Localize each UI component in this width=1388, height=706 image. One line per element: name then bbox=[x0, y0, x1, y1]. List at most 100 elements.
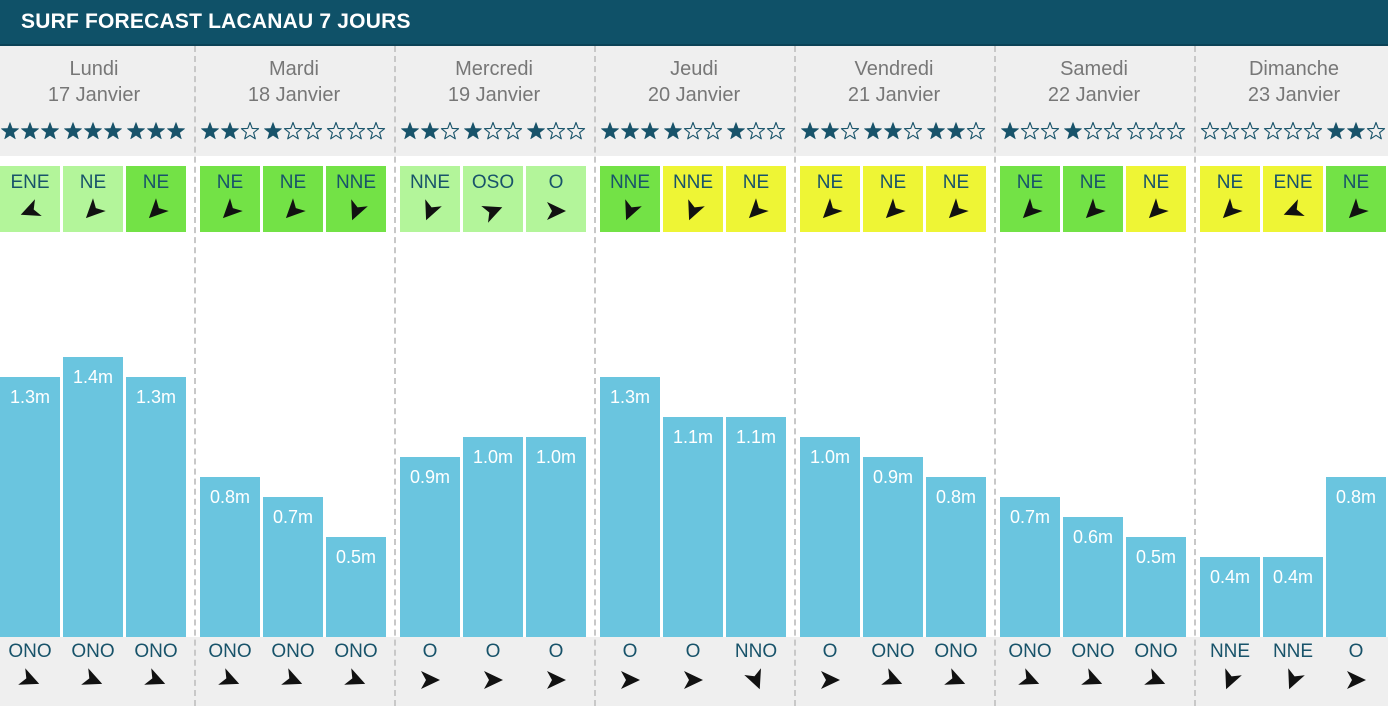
star-empty-icon bbox=[1366, 121, 1386, 140]
rating-stars bbox=[926, 121, 986, 141]
star-empty-icon bbox=[283, 121, 303, 140]
wave-height-label: 0.7m bbox=[1009, 507, 1051, 527]
star-empty-icon bbox=[1220, 121, 1240, 140]
wind-box: NNE bbox=[400, 166, 460, 232]
star-filled-icon bbox=[801, 122, 819, 140]
wave-height-label: 0.8m bbox=[209, 487, 251, 507]
wind-direction-label: NE bbox=[1216, 172, 1244, 193]
star-empty-icon bbox=[326, 121, 346, 140]
swell-arrow-icon bbox=[1144, 668, 1166, 685]
star-filled-icon bbox=[1347, 122, 1365, 140]
star-filled-icon bbox=[884, 122, 902, 140]
rating-stars-graphic bbox=[1200, 121, 1260, 140]
day-date: 18 Janvier bbox=[247, 84, 341, 106]
day-name: Mardi bbox=[268, 58, 319, 80]
swell-direction-label: ONO bbox=[1134, 641, 1178, 662]
swell-direction-label: ONO bbox=[1008, 641, 1052, 662]
wave-height-label: 1.3m bbox=[9, 387, 51, 407]
star-empty-icon bbox=[366, 121, 386, 140]
wave-height-bar: 1.0m bbox=[800, 437, 860, 637]
wind-direction-label: NNE bbox=[409, 172, 451, 193]
wave-height-label: 1.3m bbox=[609, 387, 651, 407]
rating-stars-graphic bbox=[201, 121, 260, 140]
swell-arrow bbox=[1017, 667, 1043, 693]
star-empty-icon bbox=[440, 121, 460, 140]
wave-height-bar: 1.4m bbox=[63, 357, 123, 637]
swell-arrow-icon bbox=[144, 668, 166, 685]
wind-arrow bbox=[417, 198, 443, 224]
wind-arrow bbox=[880, 198, 906, 224]
day-divider bbox=[994, 46, 996, 706]
star-filled-icon bbox=[41, 122, 59, 140]
wind-arrow bbox=[943, 198, 969, 224]
rating-stars bbox=[1200, 121, 1260, 141]
star-empty-icon bbox=[1083, 121, 1103, 140]
wave-height-bar: 0.5m bbox=[1126, 537, 1186, 637]
wind-direction-label: ENE bbox=[10, 172, 50, 193]
wave-height-label: 1.4m bbox=[72, 367, 114, 387]
swell-direction-label: O bbox=[1348, 641, 1364, 662]
wind-box: NE bbox=[263, 166, 323, 232]
wind-arrow bbox=[743, 198, 769, 224]
swell-band bbox=[0, 637, 1388, 706]
star-filled-icon bbox=[821, 122, 839, 140]
swell-arrow-icon bbox=[821, 671, 840, 689]
wind-arrow bbox=[1217, 198, 1243, 224]
star-empty-icon bbox=[1103, 121, 1123, 140]
day-column: Samedi 22 Janvier NE 0.7m ONO NE 0.6m ONO NE 0.5m… bbox=[1000, 46, 1200, 706]
wind-arrow-icon bbox=[748, 198, 769, 219]
star-empty-icon bbox=[1263, 121, 1283, 140]
wave-height-bar: 1.1m bbox=[726, 417, 786, 637]
star-empty-icon bbox=[1166, 121, 1186, 140]
swell-arrow bbox=[1080, 667, 1106, 693]
rating-stars-graphic bbox=[727, 121, 786, 140]
wind-box: NE bbox=[726, 166, 786, 232]
rating-stars-graphic bbox=[1263, 121, 1323, 140]
swell-direction-label: NNO bbox=[734, 641, 778, 662]
wave-height-bar: 0.7m bbox=[263, 497, 323, 637]
wave-height-bar: 1.3m bbox=[600, 377, 660, 637]
wind-arrow-icon bbox=[20, 199, 42, 216]
swell-direction-label: O bbox=[685, 641, 701, 662]
wave-height-label: 1.0m bbox=[809, 447, 851, 467]
wind-arrow-icon bbox=[1222, 198, 1243, 219]
rating-stars-graphic bbox=[664, 121, 723, 140]
star-filled-icon bbox=[264, 122, 282, 140]
swell-arrow-icon bbox=[484, 671, 503, 689]
day-column: Mercredi 19 Janvier NNE 0.9m O OSO 1.0m O O 1.0m O bbox=[400, 46, 600, 706]
wind-arrow bbox=[80, 198, 106, 224]
wave-height-label: 0.5m bbox=[335, 547, 377, 567]
day-name: Lundi bbox=[69, 58, 119, 80]
forecast-slot: ENE 1.3m ONO bbox=[0, 46, 60, 706]
star-empty-icon bbox=[1283, 121, 1303, 140]
star-filled-icon bbox=[1, 122, 19, 140]
swell-direction-label: ONO bbox=[71, 641, 115, 662]
wind-arrow-icon bbox=[1085, 198, 1106, 219]
rating-stars bbox=[0, 121, 60, 141]
wind-box: NE bbox=[800, 166, 860, 232]
wave-height-bar: 0.7m bbox=[1000, 497, 1060, 637]
wind-direction-label: NE bbox=[216, 172, 244, 193]
star-empty-icon bbox=[1303, 121, 1323, 140]
wind-direction-label: NE bbox=[742, 172, 770, 193]
rating-stars bbox=[463, 121, 523, 141]
swell-direction-label: ONO bbox=[1071, 641, 1115, 662]
wind-box: ENE bbox=[0, 166, 60, 232]
wind-box: NE bbox=[1063, 166, 1123, 232]
header-bar: SURF FORECAST LACANAU 7 JOURS bbox=[0, 0, 1388, 46]
rating-stars bbox=[1063, 121, 1123, 141]
wind-arrow bbox=[817, 198, 843, 224]
day-column: Vendredi 21 Janvier NE 1.0m O NE 0.9m ONO NE 0.8m… bbox=[800, 46, 1000, 706]
star-filled-icon bbox=[127, 122, 145, 140]
wind-arrow bbox=[1080, 198, 1106, 224]
star-filled-icon bbox=[601, 122, 619, 140]
star-filled-icon bbox=[1064, 122, 1082, 140]
swell-arrow bbox=[217, 667, 243, 693]
star-empty-icon bbox=[1146, 121, 1166, 140]
wind-box: NE bbox=[63, 166, 123, 232]
wind-direction-label: O bbox=[548, 172, 564, 193]
wave-height-label: 1.3m bbox=[135, 387, 177, 407]
swell-arrow-icon bbox=[1081, 668, 1103, 685]
star-empty-icon bbox=[1020, 121, 1040, 140]
rating-stars-graphic bbox=[1126, 121, 1186, 140]
